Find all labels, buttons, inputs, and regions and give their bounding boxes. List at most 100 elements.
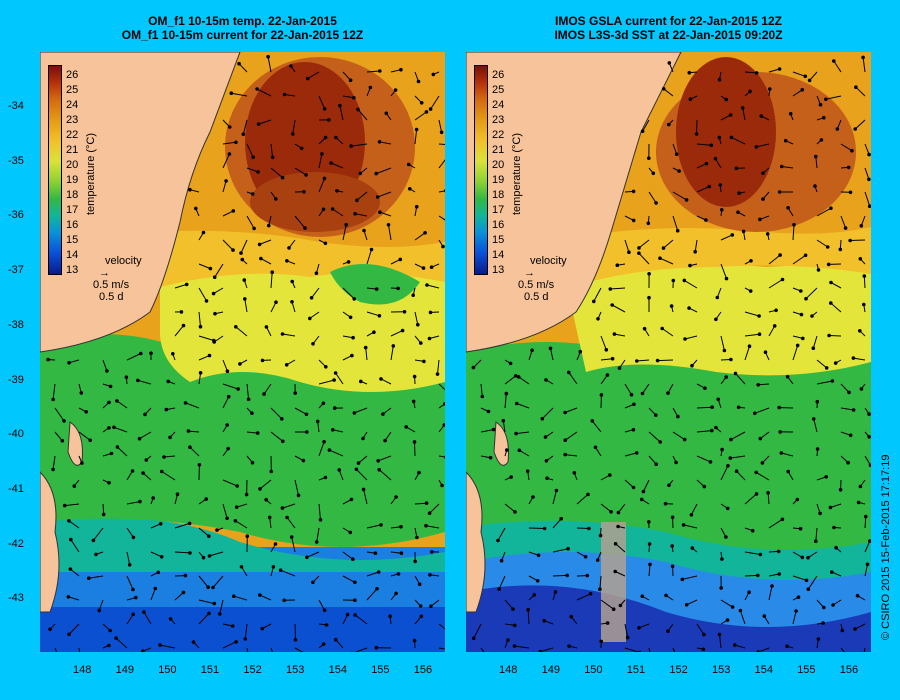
current-vector-head xyxy=(758,552,763,557)
current-vector-head xyxy=(428,310,433,315)
current-vector xyxy=(744,71,757,74)
current-vector xyxy=(599,575,602,590)
current-vector-head xyxy=(867,177,871,182)
latitude-tick-label: -40 xyxy=(8,428,24,441)
current-vector xyxy=(270,647,273,652)
current-vector xyxy=(864,191,871,207)
current-vector-head xyxy=(675,228,680,233)
current-vector xyxy=(618,503,626,513)
current-vector xyxy=(294,167,307,176)
current-vector-head xyxy=(563,410,567,415)
current-vector xyxy=(636,359,650,362)
current-vector-head xyxy=(372,330,376,335)
current-vector-head xyxy=(384,111,389,116)
current-vector xyxy=(213,287,224,295)
current-vector-head xyxy=(51,467,55,472)
current-vector-head xyxy=(828,505,833,510)
right-colorbar xyxy=(474,65,488,275)
current-vector xyxy=(117,446,128,457)
current-vector-head xyxy=(181,590,186,595)
current-vector xyxy=(93,527,104,541)
current-vector xyxy=(519,449,530,457)
current-vector-head xyxy=(226,446,230,451)
current-vector-head xyxy=(377,467,382,472)
current-vector xyxy=(240,239,248,254)
longitude-tick-label: 148 xyxy=(73,664,92,676)
current-vector xyxy=(593,287,602,302)
current-vector xyxy=(414,129,418,145)
current-vector xyxy=(600,358,613,361)
current-vector-head xyxy=(422,359,426,364)
current-vector-head xyxy=(144,458,149,462)
current-vector-head xyxy=(704,161,709,166)
current-vector xyxy=(720,263,727,279)
current-vector xyxy=(552,490,557,505)
current-vector xyxy=(516,431,530,435)
current-vector-head xyxy=(833,361,838,365)
current-vector xyxy=(126,527,134,538)
current-vector-head xyxy=(267,515,272,520)
current-vector-head xyxy=(377,140,382,144)
current-vector xyxy=(600,599,614,610)
current-vector-head xyxy=(314,540,319,544)
current-vector xyxy=(222,210,234,217)
current-vector xyxy=(768,68,780,73)
current-vector-head xyxy=(472,636,476,640)
current-vector xyxy=(756,143,770,148)
current-vector-head xyxy=(114,636,118,640)
current-vector-head xyxy=(179,310,184,314)
current-vector-head xyxy=(227,125,232,129)
current-vector xyxy=(52,383,56,400)
colorbar-tick-label: 17 xyxy=(492,204,505,216)
current-vector-head xyxy=(168,617,173,621)
current-vector-head xyxy=(563,452,567,457)
current-vector-head xyxy=(777,67,782,71)
current-vector-head xyxy=(69,537,73,542)
current-vector-head xyxy=(158,643,162,647)
current-vector-head xyxy=(160,469,164,474)
current-vector-head xyxy=(153,586,158,591)
current-vector xyxy=(198,287,207,302)
current-vector-head xyxy=(259,256,263,261)
current-vector-head xyxy=(187,521,192,526)
current-vector xyxy=(270,431,284,442)
current-vector xyxy=(684,335,698,340)
right-colorbar-label: temperature (°C) xyxy=(511,132,523,215)
current-vector-head xyxy=(323,475,328,480)
current-vector-head xyxy=(553,590,558,594)
current-vector-head xyxy=(231,248,235,252)
current-vector-head xyxy=(798,526,803,531)
current-vector xyxy=(102,359,108,372)
current-vector xyxy=(356,191,368,201)
current-vector xyxy=(376,167,392,175)
current-vector-head xyxy=(821,621,825,625)
current-vector-head xyxy=(442,423,445,427)
current-vector-head xyxy=(677,169,681,173)
current-vector xyxy=(414,311,419,325)
current-vector-head xyxy=(212,275,217,279)
current-vector-head xyxy=(640,594,645,598)
current-vector-head xyxy=(804,296,808,301)
current-vector-head xyxy=(834,545,838,550)
current-vector-head xyxy=(637,251,641,255)
current-vector-head xyxy=(359,379,363,384)
current-vector-head xyxy=(840,628,845,633)
current-vector-head xyxy=(231,594,236,598)
current-vector-head xyxy=(747,590,751,594)
right-velocity-key: velocity → 0.5 m/s 0.5 d xyxy=(518,255,567,303)
current-vector-head xyxy=(859,387,864,391)
current-vector-head xyxy=(68,567,73,571)
current-vector xyxy=(840,215,847,229)
current-vector-head xyxy=(631,485,636,490)
current-vector-head xyxy=(780,277,785,282)
current-vector-head xyxy=(598,533,603,538)
latitude-tick-label: -37 xyxy=(8,264,24,277)
current-vector xyxy=(568,372,578,385)
current-vector-head xyxy=(244,492,249,497)
current-vector-head xyxy=(702,632,706,637)
current-vector xyxy=(661,328,674,337)
current-vector-head xyxy=(246,397,251,402)
current-vector-head xyxy=(674,460,678,465)
current-vector-head xyxy=(654,413,658,418)
current-vector-head xyxy=(51,397,55,402)
